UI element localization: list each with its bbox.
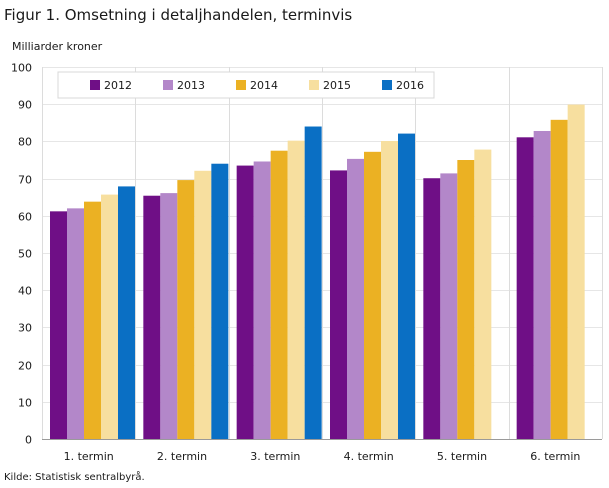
bar-2015-4 bbox=[381, 141, 398, 439]
y-tick-label: 10 bbox=[18, 397, 32, 410]
bar-2013-6 bbox=[533, 130, 551, 439]
bar-2014-6 bbox=[550, 119, 568, 439]
bar-2014-5 bbox=[457, 160, 475, 439]
y-tick-label: 0 bbox=[25, 434, 32, 447]
x-tick-label: 4. termin bbox=[344, 450, 394, 463]
legend-swatch-2012 bbox=[90, 80, 100, 90]
bars bbox=[50, 104, 585, 440]
y-tick-label: 80 bbox=[18, 136, 32, 149]
bar-2013-1 bbox=[67, 208, 84, 439]
legend-swatch-2014 bbox=[236, 80, 246, 90]
source-note: Kilde: Statistisk sentralbyrå. bbox=[4, 472, 145, 483]
bar-2016-3 bbox=[304, 126, 322, 440]
bar-2015-2 bbox=[194, 170, 212, 439]
y-tick-label: 100 bbox=[11, 62, 32, 75]
y-tick-label: 90 bbox=[18, 99, 32, 112]
y-tick-label: 70 bbox=[18, 174, 32, 187]
y-tick-labels: 0 10 20 30 40 50 60 70 80 90 100 bbox=[11, 62, 32, 447]
legend-swatch-2016 bbox=[382, 80, 392, 90]
y-axis-unit-label: Milliarder kroner bbox=[12, 40, 103, 53]
x-tick-label: 2. termin bbox=[157, 450, 207, 463]
legend-label-2013: 2013 bbox=[177, 79, 205, 92]
bar-2012-1 bbox=[50, 211, 67, 439]
bar-2015-5 bbox=[474, 149, 492, 440]
legend-swatch-2015 bbox=[309, 80, 319, 90]
legend-label-2014: 2014 bbox=[250, 79, 278, 92]
legend-label-2016: 2016 bbox=[396, 79, 424, 92]
legend-swatch-2013 bbox=[163, 80, 173, 90]
bar-2013-2 bbox=[160, 193, 178, 439]
y-tick-label: 30 bbox=[18, 322, 32, 335]
bar-2014-4 bbox=[364, 151, 381, 440]
bar-2015-6 bbox=[567, 104, 585, 440]
y-tick-label: 40 bbox=[18, 285, 32, 298]
y-tick-label: 50 bbox=[18, 248, 32, 261]
y-tick-label: 20 bbox=[18, 360, 32, 373]
legend-label-2015: 2015 bbox=[323, 79, 351, 92]
legend-label-2012: 2012 bbox=[104, 79, 132, 92]
bar-2012-4 bbox=[330, 170, 347, 439]
bar-2012-3 bbox=[236, 165, 254, 439]
bar-2016-2 bbox=[211, 163, 229, 439]
x-tick-label: 5. termin bbox=[437, 450, 487, 463]
x-tick-label: 6. termin bbox=[530, 450, 580, 463]
bar-2016-4 bbox=[398, 133, 415, 439]
x-tick-label: 1. termin bbox=[64, 450, 114, 463]
bar-2016-1 bbox=[118, 186, 135, 439]
bar-2014-2 bbox=[177, 180, 195, 439]
legend: 2012 2013 2014 2015 2016 bbox=[57, 71, 435, 99]
bar-2014-1 bbox=[84, 201, 101, 439]
x-tick-labels: 1. termin 2. termin 3. termin 4. termin 5. t… bbox=[64, 450, 581, 463]
bar-2014-3 bbox=[270, 150, 288, 439]
chart-title: Figur 1. Omsetning i detaljhandelen, ter… bbox=[4, 6, 353, 24]
bar-2013-5 bbox=[440, 173, 458, 439]
bar-2015-3 bbox=[287, 140, 305, 439]
bar-2013-4 bbox=[347, 158, 364, 439]
bar-2012-6 bbox=[516, 137, 534, 440]
category-separators bbox=[42, 67, 603, 439]
bar-2012-5 bbox=[423, 178, 441, 439]
x-tick-label: 3. termin bbox=[250, 450, 300, 463]
bar-2013-3 bbox=[253, 161, 271, 439]
y-tick-label: 60 bbox=[18, 211, 32, 224]
bar-2012-2 bbox=[143, 195, 161, 439]
bar-2015-1 bbox=[101, 194, 118, 439]
